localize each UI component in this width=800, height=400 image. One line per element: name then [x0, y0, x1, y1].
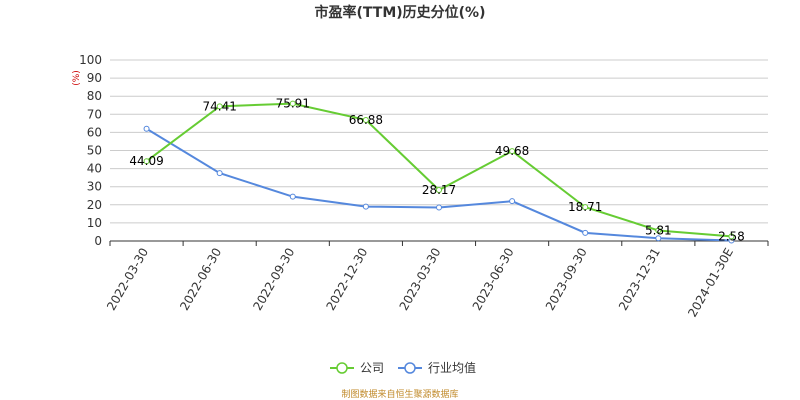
- y-tick-label: 30: [87, 180, 102, 194]
- legend[interactable]: 公司 行业均值: [330, 360, 476, 375]
- data-label: 2.58: [718, 229, 745, 243]
- x-tick-label: 2023-09-30: [543, 246, 590, 313]
- x-tick-label: 2024-01-30E: [685, 246, 736, 320]
- legend-item[interactable]: 行业均值: [398, 360, 476, 375]
- data-point[interactable]: [216, 103, 223, 110]
- data-label: 75.91: [276, 97, 310, 111]
- y-tick-label: 100: [79, 53, 102, 67]
- series-line: [145, 102, 732, 238]
- chart-title: 市盈率(TTM)历史分位(%): [315, 4, 486, 21]
- data-label: 5.81: [645, 223, 672, 237]
- data-point[interactable]: [582, 204, 589, 211]
- x-tick-label: 2022-03-30: [104, 246, 151, 313]
- data-label: 28.17: [422, 183, 456, 197]
- y-tick-label: 80: [87, 89, 102, 103]
- x-tick-label: 2022-12-30: [323, 246, 370, 313]
- footer-source: 制图数据来自恒生聚源数据库: [341, 388, 458, 400]
- data-point[interactable]: [362, 203, 369, 210]
- legend-item[interactable]: 公司: [330, 361, 384, 375]
- y-tick-label: 60: [87, 125, 102, 139]
- x-tick-label: 2023-12-31: [616, 246, 663, 313]
- data-label: 49.68: [495, 144, 529, 158]
- data-point[interactable]: [655, 235, 662, 242]
- y-tick-label: 20: [87, 198, 102, 212]
- data-label: 74.41: [202, 99, 236, 113]
- data-label: 44.09: [129, 154, 163, 168]
- legend-marker: [336, 362, 348, 374]
- data-point[interactable]: [436, 187, 442, 194]
- data-point[interactable]: [143, 158, 150, 165]
- legend-label: 行业均值: [428, 360, 476, 375]
- legend-marker: [404, 362, 416, 374]
- data-point[interactable]: [509, 198, 516, 205]
- gridlines: [110, 59, 768, 242]
- data-label: 18.71: [568, 200, 602, 214]
- y-tick-label: 10: [87, 216, 102, 230]
- data-point[interactable]: [728, 233, 735, 240]
- data-label: 66.88: [349, 113, 383, 127]
- series-group: 44.09 74.41 75.91 66.88 28.17 49.68 18.71 5.81 2…: [129, 97, 745, 244]
- y-tick-label: 70: [87, 107, 102, 121]
- y-tick-label: 90: [87, 71, 102, 85]
- legend-label: 公司: [360, 361, 384, 375]
- y-axis-ticks: 0 10 20 30 40 50 60 70 80 90 100: [79, 53, 102, 248]
- data-point[interactable]: [216, 170, 223, 177]
- y-axis-label: (%): [72, 70, 82, 86]
- x-axis: 2022-03-30 2022-06-30 2022-09-30 2022-12-30…: [104, 240, 769, 320]
- y-tick-label: 40: [87, 162, 102, 176]
- data-point[interactable]: [655, 227, 662, 234]
- x-tick-label: 2022-09-30: [250, 246, 297, 313]
- y-tick-label: 0: [94, 234, 102, 248]
- y-tick-label: 50: [87, 144, 102, 158]
- data-point[interactable]: [582, 229, 589, 236]
- data-point[interactable]: [509, 148, 516, 155]
- x-tick-label: 2023-06-30: [470, 246, 517, 313]
- data-point[interactable]: [362, 116, 369, 123]
- data-point[interactable]: [143, 125, 150, 132]
- data-point[interactable]: [289, 100, 296, 107]
- data-point[interactable]: [289, 193, 296, 200]
- x-tick-label: 2023-03-30: [397, 246, 444, 313]
- data-point[interactable]: [436, 204, 442, 211]
- x-tick-label: 2022-06-30: [177, 246, 224, 313]
